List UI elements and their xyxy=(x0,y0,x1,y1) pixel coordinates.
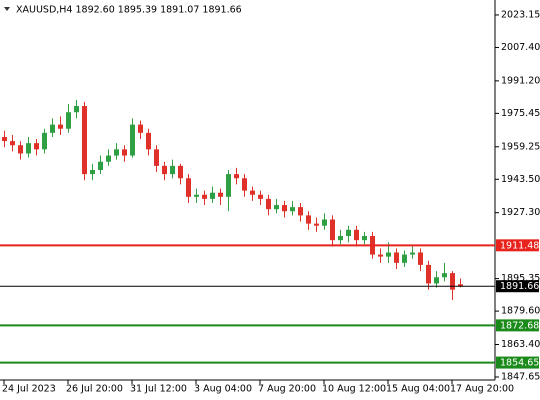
candle-body xyxy=(314,223,319,226)
candle-body xyxy=(146,132,151,150)
candle-body xyxy=(410,252,415,255)
candle-body xyxy=(122,149,127,156)
x-tick-label: 17 Aug 20:00 xyxy=(450,384,514,395)
y-tick-label: 2023.15 xyxy=(501,9,540,20)
y-tick-label: 1927.30 xyxy=(501,207,540,218)
candle-body xyxy=(266,198,271,210)
candle-body xyxy=(362,236,367,241)
y-tick-label: 1975.45 xyxy=(501,108,540,119)
candle-body xyxy=(226,174,231,197)
candle-body xyxy=(322,219,327,226)
symbol-icon xyxy=(4,7,10,11)
price-level-label: 1891.66 xyxy=(500,281,539,292)
candle-body xyxy=(354,229,359,241)
candle-body xyxy=(154,149,159,166)
candle-body xyxy=(98,161,103,170)
x-tick-label: 10 Aug 12:00 xyxy=(322,384,386,395)
candle-body xyxy=(418,252,423,265)
y-tick-label: 1959.25 xyxy=(501,141,540,152)
x-tick-label: 31 Jul 12:00 xyxy=(130,384,187,395)
candle-body xyxy=(90,169,95,175)
candle-body xyxy=(242,178,247,191)
candle-body xyxy=(306,215,311,224)
candle-body xyxy=(378,254,383,257)
candle-body xyxy=(194,194,199,197)
candle-body xyxy=(338,236,343,241)
candle-body xyxy=(58,124,63,129)
price-level-box xyxy=(496,239,539,252)
price-level-box xyxy=(496,280,539,293)
candle-body xyxy=(42,132,47,150)
candle-body xyxy=(170,165,175,175)
candle-body xyxy=(402,254,407,263)
x-tick-label: 7 Aug 20:00 xyxy=(258,384,316,395)
candle-body xyxy=(458,284,463,287)
candle-body xyxy=(162,165,167,175)
candle-body xyxy=(74,106,79,113)
candle-body xyxy=(18,145,23,154)
price-level-label: 1872.68 xyxy=(500,320,539,331)
y-tick-label: 1879.60 xyxy=(501,306,540,317)
candle-body xyxy=(426,264,431,284)
chart-title: XAUUSD,H4 1892.60 1895.39 1891.07 1891.6… xyxy=(16,5,242,16)
candle-body xyxy=(178,165,183,179)
candle-body xyxy=(330,219,335,241)
price-level-label: 1911.48 xyxy=(500,240,539,251)
y-tick-label: 1991.20 xyxy=(501,75,540,86)
price-level-box xyxy=(496,356,539,369)
candle-body xyxy=(434,277,439,284)
candle-body xyxy=(218,192,223,197)
candle-body xyxy=(26,143,31,154)
candle-body xyxy=(282,205,287,212)
candle-body xyxy=(442,273,447,278)
y-tick-label: 1863.40 xyxy=(501,339,540,350)
candle-body xyxy=(10,141,15,146)
candle-body xyxy=(138,124,143,133)
y-tick-label: 2007.40 xyxy=(501,42,540,53)
x-tick-label: 15 Aug 04:00 xyxy=(386,384,450,395)
x-tick-label: 26 Jul 20:00 xyxy=(66,384,123,395)
x-tick-label: 24 Jul 2023 xyxy=(2,384,56,395)
candle-body xyxy=(2,136,7,142)
candle-body xyxy=(258,194,263,199)
y-tick-label: 1847.65 xyxy=(501,372,540,383)
candle-body xyxy=(234,174,239,179)
candle-body xyxy=(450,273,455,290)
candle-body xyxy=(298,207,303,216)
candle-body xyxy=(386,252,391,257)
candle-body xyxy=(106,155,111,162)
candle-body xyxy=(114,149,119,156)
y-tick-label: 1895.35 xyxy=(501,273,540,284)
candle-body xyxy=(210,192,215,199)
candle-body xyxy=(66,112,71,129)
candle-body xyxy=(202,194,207,199)
candle-body xyxy=(394,252,399,263)
price-level-box xyxy=(496,319,539,332)
candle-body xyxy=(250,190,255,195)
candle-body xyxy=(82,106,87,175)
candle-body xyxy=(346,229,351,237)
y-tick-label: 1943.50 xyxy=(501,174,540,185)
candle-body xyxy=(186,178,191,197)
x-tick-label: 3 Aug 04:00 xyxy=(194,384,252,395)
candle-body xyxy=(34,143,39,150)
candle-body xyxy=(274,205,279,210)
price-level-label: 1854.65 xyxy=(500,358,539,369)
candle-body xyxy=(50,124,55,133)
candle-body xyxy=(290,207,295,212)
candle-body xyxy=(130,124,135,156)
